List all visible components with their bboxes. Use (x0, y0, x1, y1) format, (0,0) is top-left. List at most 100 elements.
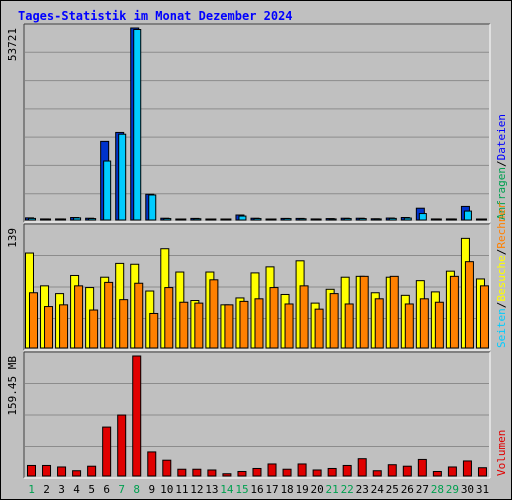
dateien-bar-day-22 (343, 218, 352, 221)
volumen-bar-day-6 (102, 426, 112, 477)
day-label-27: 27 (416, 483, 429, 496)
rechner-bar-day-4 (74, 285, 84, 349)
day-label-7: 7 (118, 483, 125, 496)
dateien-bar-day-5 (88, 218, 97, 221)
day-label-6: 6 (103, 483, 110, 496)
day-label-17: 17 (265, 483, 278, 496)
volumen-bar-day-8 (132, 355, 142, 477)
volumen-bar-day-18 (282, 468, 292, 477)
dateien-bar-day-20 (313, 218, 322, 221)
day-label-12: 12 (190, 483, 203, 496)
dateien-bar-day-6 (103, 160, 112, 221)
day-label-1: 1 (28, 483, 35, 496)
dateien-bar-day-19 (298, 218, 307, 221)
day-label-31: 31 (476, 483, 489, 496)
volumen-bar-day-30 (462, 460, 472, 477)
dateien-bar-day-26 (403, 217, 412, 221)
day-label-18: 18 (280, 483, 293, 496)
rechner-bar-day-3 (59, 304, 69, 349)
dateien-bar-day-30 (463, 210, 472, 221)
rechner-bar-day-14 (224, 304, 234, 349)
day-label-19: 19 (295, 483, 308, 496)
day-label-28: 28 (431, 483, 444, 496)
volumen-bar-day-12 (192, 468, 202, 477)
dateien-bar-day-31 (478, 218, 487, 221)
rechner-bar-day-1 (29, 292, 38, 349)
volumen-bar-day-25 (387, 464, 397, 477)
volumen-bar-day-27 (417, 458, 427, 477)
panel-1-background (24, 24, 490, 222)
dateien-bar-day-17 (268, 218, 277, 221)
day-label-23: 23 (356, 483, 369, 496)
rechner-bar-day-21 (329, 293, 339, 349)
volumen-bar-day-17 (267, 463, 277, 477)
legend-middle: Seiten/Besuche/Rechner (495, 202, 508, 348)
day-label-2: 2 (43, 483, 50, 496)
volumen-bar-day-13 (207, 469, 217, 477)
volumen-bar-day-1 (27, 464, 36, 477)
legend-top-item-0: Anfragen (495, 167, 508, 220)
dateien-bar-day-25 (388, 217, 397, 221)
legend-middle-item-2: Besuche (495, 255, 508, 301)
dateien-bar-day-29 (448, 218, 457, 221)
rechner-bar-day-16 (254, 298, 264, 349)
day-label-22: 22 (341, 483, 354, 496)
volumen-bar-day-14 (222, 473, 232, 477)
volumen-bar-day-10 (162, 459, 172, 477)
legend-top: Anfragen/Dateien (495, 114, 508, 220)
legend-middle-item-0: Seiten (495, 308, 508, 348)
dateien-bar-day-2 (43, 218, 52, 221)
dateien-bar-day-27 (418, 213, 427, 221)
dateien-bar-day-21 (328, 218, 337, 221)
dateien-bar-day-18 (283, 218, 292, 221)
dateien-bar-day-24 (373, 218, 382, 221)
rechner-bar-day-24 (374, 298, 384, 349)
legend-top-item-2: Dateien (495, 114, 508, 160)
legend-bottom-item-0: Volumen (495, 430, 508, 476)
volumen-bar-day-4 (72, 470, 82, 477)
dateien-bar-day-16 (253, 218, 262, 221)
volumen-bar-day-24 (372, 470, 382, 477)
dateien-bar-day-8 (133, 29, 142, 221)
dateien-bar-day-13 (208, 218, 217, 221)
rechner-bar-day-17 (269, 287, 279, 349)
volumen-bar-day-15 (237, 470, 247, 477)
day-label-16: 16 (250, 483, 263, 496)
volumen-bar-day-21 (327, 467, 337, 477)
day-label-25: 25 (386, 483, 399, 496)
day-label-11: 11 (175, 483, 188, 496)
rechner-bar-day-22 (344, 303, 354, 349)
dateien-bar-day-12 (193, 218, 202, 221)
day-label-29: 29 (446, 483, 459, 496)
day-label-20: 20 (311, 483, 324, 496)
day-label-5: 5 (88, 483, 95, 496)
rechner-bar-day-2 (44, 306, 54, 349)
volumen-bar-day-3 (57, 466, 67, 477)
volumen-bar-day-5 (87, 465, 97, 477)
day-label-13: 13 (205, 483, 218, 496)
volumen-bar-day-23 (357, 458, 367, 477)
day-label-3: 3 (58, 483, 65, 496)
rechner-bar-day-8 (134, 282, 144, 349)
rechner-bar-day-19 (299, 285, 309, 349)
volumen-bar-day-16 (252, 467, 262, 477)
rechner-bar-day-18 (284, 303, 294, 349)
legend-middle-item-1: / (495, 302, 508, 309)
legend-bottom: Volumen (495, 430, 508, 476)
rechner-bar-day-13 (209, 279, 219, 349)
volumen-bar-day-29 (447, 466, 457, 477)
panel-2-ymax-label: 139 (6, 228, 19, 248)
dateien-bar-day-28 (433, 218, 442, 221)
rechner-bar-day-11 (179, 301, 189, 349)
day-label-24: 24 (371, 483, 385, 496)
rechner-bar-day-12 (194, 302, 204, 349)
rechner-bar-day-10 (164, 287, 174, 349)
dateien-bar-day-9 (148, 194, 157, 221)
rechner-bar-day-9 (149, 312, 159, 349)
legend-top-item-1: / (495, 160, 508, 167)
volumen-bar-day-22 (342, 464, 352, 477)
rechner-bar-day-29 (449, 275, 459, 349)
dateien-bar-day-10 (163, 218, 172, 221)
day-label-4: 4 (73, 483, 80, 496)
panel-3-ymax-label: 159.45 MB (6, 356, 19, 416)
